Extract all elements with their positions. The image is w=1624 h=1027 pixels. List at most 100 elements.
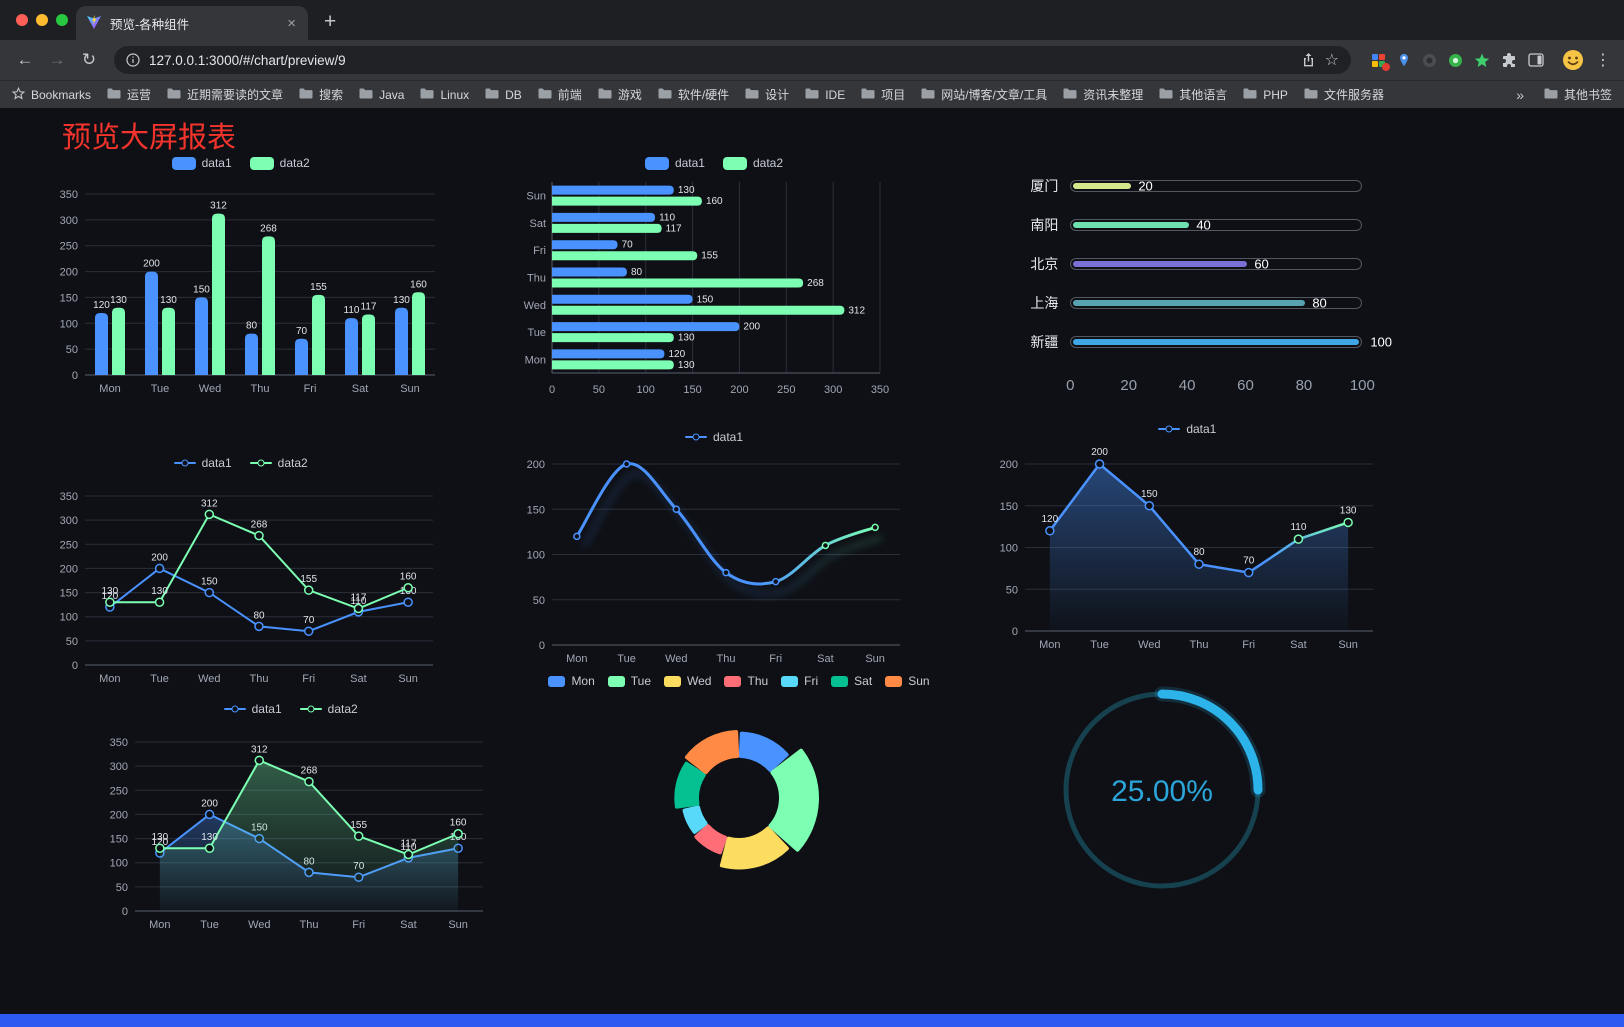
minimize-window-button[interactable] xyxy=(36,14,48,26)
bookmark-folder[interactable]: 运营 xyxy=(107,86,151,103)
profile-avatar[interactable] xyxy=(1562,49,1584,71)
legend-item-data1[interactable]: data1 xyxy=(223,702,282,716)
bookmark-folder[interactable]: 软件/硬件 xyxy=(658,86,729,103)
extension-green-circle-icon[interactable] xyxy=(1448,53,1463,68)
extension-pin-icon[interactable] xyxy=(1397,52,1411,68)
bookmarks-list: 运营 近期需要读的文章 搜索 Java Linux DB 前端 游戏 软件/硬件 设计 IDE 项目 网… xyxy=(107,86,1496,103)
bookmark-folder[interactable]: 其他语言 xyxy=(1159,86,1227,103)
legend-item-data1[interactable]: data1 xyxy=(171,156,232,170)
forward-button[interactable]: → xyxy=(48,50,66,69)
progress-row-新疆[interactable]: 新疆 100 xyxy=(1012,322,1392,361)
svg-text:312: 312 xyxy=(251,744,268,755)
pie-slice-Fri[interactable] xyxy=(682,805,708,834)
chart-horizontal-bar[interactable]: data1 data2 0 50 100 150 200 250 300 350 Mon Tue Wed… xyxy=(514,152,914,401)
close-window-button[interactable] xyxy=(16,14,28,26)
bookmark-folder[interactable]: 资讯未整理 xyxy=(1063,86,1143,103)
legend-item-data1[interactable]: data1 xyxy=(173,456,232,470)
extension-grid-icon[interactable] xyxy=(1371,53,1390,71)
svg-text:200: 200 xyxy=(59,267,77,279)
pie-slice-Sat[interactable] xyxy=(674,761,706,809)
chart-grouped-bar[interactable]: data1 data2 0 50 100 150 200 250 300 350 Mon Tue Wed… xyxy=(41,152,441,401)
legend-item-Sun[interactable]: Sun xyxy=(885,674,930,688)
chart-legend[interactable]: data1 data2 xyxy=(171,152,310,174)
legend-item-data2[interactable]: data2 xyxy=(299,702,358,716)
bookmark-folder[interactable]: IDE xyxy=(805,86,845,103)
bookmark-folder[interactable]: 近期需要读的文章 xyxy=(167,86,283,103)
legend-swatch xyxy=(249,156,274,170)
tab-close-icon[interactable]: × xyxy=(287,14,296,32)
split-screen-icon[interactable] xyxy=(1528,53,1544,67)
bookmark-folder[interactable]: 搜索 xyxy=(299,86,343,103)
bookmark-folder[interactable]: 设计 xyxy=(745,86,789,103)
address-bar[interactable]: 127.0.0.1:3000/#/chart/preview/9 ☆ xyxy=(114,46,1351,74)
bookmarks-root-item[interactable]: Bookmarks xyxy=(11,86,91,103)
extensions-puzzle-icon[interactable] xyxy=(1501,52,1517,68)
bookmark-folder[interactable]: 网站/博客/文章/工具 xyxy=(921,86,1047,103)
progress-row-北京[interactable]: 北京 60 xyxy=(1012,244,1363,283)
bookmark-folder[interactable]: 游戏 xyxy=(598,86,642,103)
folder-icon xyxy=(1544,88,1558,102)
legend-item-data2[interactable]: data2 xyxy=(249,456,308,470)
legend-item-Mon[interactable]: Mon xyxy=(548,674,595,688)
legend-item-data2[interactable]: data2 xyxy=(722,156,783,170)
legend-item-Sat[interactable]: Sat xyxy=(831,674,872,688)
bookmark-folder[interactable]: 前端 xyxy=(538,86,582,103)
chart-capsule-progress[interactable]: 厦门 20 南阳 40 北京 60 上海 80 新疆 100 0 20 40 60 80 100 xyxy=(1012,166,1392,399)
other-bookmarks[interactable]: 其他书签 xyxy=(1544,86,1612,103)
chart-gradient-shadow-line[interactable]: data1 0 50 100 150 200 Mon Tue Wed Thu Fri Sat Sun xyxy=(514,426,914,675)
svg-text:Wed: Wed xyxy=(198,383,220,395)
pie-slice-Mon[interactable] xyxy=(738,731,789,772)
legend-item-data1[interactable]: data1 xyxy=(644,156,705,170)
legend-item-data1[interactable]: data1 xyxy=(1158,422,1216,436)
bookmarks-overflow-chevron[interactable]: » xyxy=(1516,86,1524,103)
pie-slice-Thu[interactable] xyxy=(694,824,728,855)
extension-dark-circle-icon[interactable] xyxy=(1422,53,1437,68)
bookmark-star-icon[interactable]: ☆ xyxy=(1324,52,1339,69)
legend-item-data1[interactable]: data1 xyxy=(684,430,743,444)
pie-slice-Wed[interactable] xyxy=(719,826,789,870)
window-controls[interactable] xyxy=(16,14,68,26)
chart-legend[interactable]: data1 data2 xyxy=(644,152,783,174)
legend-item-Thu[interactable]: Thu xyxy=(724,674,768,688)
progress-row-南阳[interactable]: 南阳 40 xyxy=(1012,205,1363,244)
bookmark-folder[interactable]: PHP xyxy=(1243,86,1288,103)
legend-label: Wed xyxy=(687,674,712,688)
browser-tab[interactable]: 预览-各种组件 × xyxy=(76,6,308,40)
bookmark-folder[interactable]: 项目 xyxy=(861,86,905,103)
legend-item-data2[interactable]: data2 xyxy=(249,156,310,170)
chart-legend[interactable]: data1 data2 xyxy=(223,698,358,720)
pie-slice-Sun[interactable] xyxy=(684,729,740,775)
site-info-icon[interactable] xyxy=(126,53,140,67)
chart-area-line[interactable]: data1 0 50 100 150 200 Mon Tue Wed Thu Fri Sat Sun 12… xyxy=(987,418,1387,657)
chart-two-series-area-line[interactable]: data1 data2 0 50 100 150 200 250 300 350 Mon Tue Wed… xyxy=(91,698,491,937)
svg-text:350: 350 xyxy=(59,491,77,503)
reload-button[interactable]: ↻ xyxy=(81,50,97,69)
pie-slice-Tue[interactable] xyxy=(768,748,819,852)
share-icon[interactable] xyxy=(1301,52,1316,68)
svg-text:268: 268 xyxy=(260,223,277,234)
legend-item-Fri[interactable]: Fri xyxy=(781,674,818,688)
progress-ring-label: 25.00% xyxy=(1111,775,1213,808)
chart-legend[interactable]: data1 xyxy=(684,426,743,448)
svg-text:Wed: Wed xyxy=(524,300,546,312)
url-text[interactable]: 127.0.0.1:3000/#/chart/preview/9 xyxy=(149,52,346,68)
progress-row-上海[interactable]: 上海 80 xyxy=(1012,283,1363,322)
chart-rose-donut[interactable]: Mon Tue Wed Thu Fri Sat Sun xyxy=(548,670,930,899)
chart-legend[interactable]: data1 data2 xyxy=(173,452,308,474)
legend-item-Tue[interactable]: Tue xyxy=(607,674,651,688)
bookmark-folder[interactable]: 文件服务器 xyxy=(1304,86,1384,103)
browser-menu-icon[interactable]: ⋮ xyxy=(1595,52,1611,69)
chart-two-series-line[interactable]: data1 data2 0 50 100 150 200 250 300 350 Mon Tue Wed… xyxy=(41,452,441,691)
bookmark-folder[interactable]: Linux xyxy=(420,86,469,103)
extension-green-star-icon[interactable] xyxy=(1474,53,1490,68)
legend-item-Wed[interactable]: Wed xyxy=(664,674,711,688)
progress-row-厦门[interactable]: 厦门 20 xyxy=(1012,166,1363,205)
bookmark-folder[interactable]: Java xyxy=(359,86,404,103)
chart-legend[interactable]: data1 xyxy=(1158,418,1216,440)
back-button[interactable]: ← xyxy=(16,50,34,69)
fullscreen-window-button[interactable] xyxy=(56,14,68,26)
new-tab-button[interactable]: + xyxy=(324,10,337,33)
chart-legend[interactable]: Mon Tue Wed Thu Fri Sat Sun xyxy=(548,670,930,692)
chart-progress-ring[interactable]: 25.00% xyxy=(1046,674,1278,906)
bookmark-folder[interactable]: DB xyxy=(485,86,522,103)
